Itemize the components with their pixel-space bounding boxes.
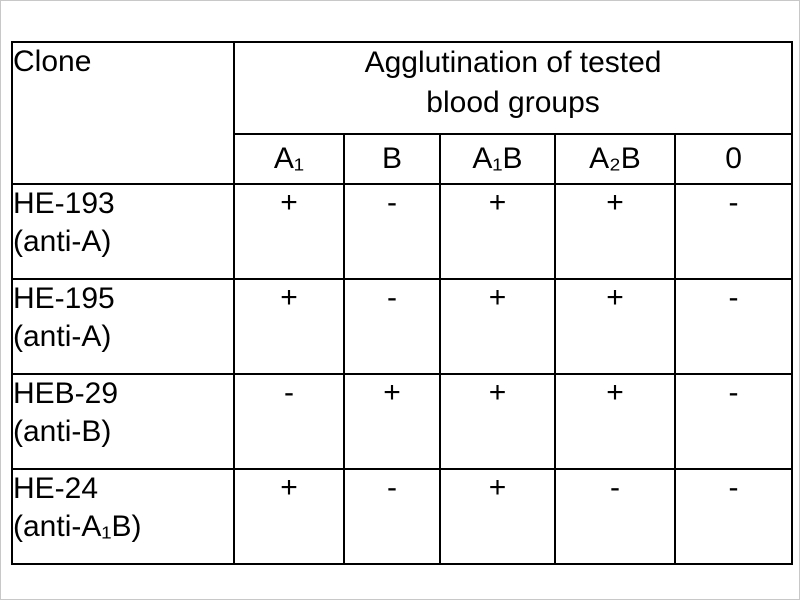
table-row: HEB-29 (anti-B) - + + + - xyxy=(11,373,794,470)
table-row: HE-193 (anti-A) + - + + - xyxy=(11,183,794,280)
agglutination-table: Clone Agglutination of tested blood grou… xyxy=(11,41,794,565)
clone-name: HE-24 xyxy=(13,472,99,505)
clone-cell: HE-24 (anti-A₁B) xyxy=(11,468,235,565)
value-cell: - xyxy=(343,183,441,280)
clone-cell: HE-193 (anti-A) xyxy=(11,183,235,280)
column-header-a1: A₁ xyxy=(233,133,345,185)
group-header-line-1: Agglutination of tested xyxy=(364,46,662,79)
clone-specificity: (anti-A) xyxy=(13,319,112,353)
clone-specificity: (anti-B) xyxy=(13,414,112,448)
value-cell: + xyxy=(439,468,556,565)
value-cell: + xyxy=(439,183,556,280)
clone-name: HEB-29 xyxy=(13,377,119,410)
column-header-a1b: A₁B xyxy=(439,133,556,185)
clone-name: HE-195 xyxy=(13,282,115,315)
value-cell: - xyxy=(673,468,794,565)
value-cell: + xyxy=(233,183,345,280)
clone-specificity: (anti-A₁B) xyxy=(13,509,142,543)
agglutination-group-header: Agglutination of tested blood groups xyxy=(232,41,794,135)
value-cell: - xyxy=(343,278,441,375)
clone-column-header: Clone xyxy=(11,41,235,185)
value-cell: + xyxy=(554,183,676,280)
value-cell: + xyxy=(554,278,676,375)
clone-cell: HEB-29 (anti-B) xyxy=(11,373,235,470)
value-cell: - xyxy=(673,373,794,470)
group-header-line-2: blood groups xyxy=(426,85,600,119)
value-cell: + xyxy=(233,468,345,565)
value-cell: - xyxy=(343,468,441,565)
header-row: Clone Agglutination of tested blood grou… xyxy=(11,41,794,185)
value-cell: + xyxy=(233,278,345,375)
table-row: HE-24 (anti-A₁B) + - + - - xyxy=(11,468,794,565)
value-cell: + xyxy=(439,278,556,375)
value-cell: + xyxy=(343,373,441,470)
column-header-a2b: A₂B xyxy=(554,133,676,185)
value-cell: - xyxy=(673,278,794,375)
column-header-0: 0 xyxy=(673,133,794,185)
clone-cell: HE-195 (anti-A) xyxy=(11,278,235,375)
blood-group-header-row: A₁ B A₁B A₂B 0 xyxy=(12,133,794,185)
value-cell: - xyxy=(673,183,794,280)
value-cell: - xyxy=(233,373,345,470)
table-row: HE-195 (anti-A) + - + + - xyxy=(11,278,794,375)
value-cell: + xyxy=(439,373,556,470)
value-cell: + xyxy=(554,373,676,470)
value-cell: - xyxy=(554,468,676,565)
clone-name: HE-193 xyxy=(13,187,115,220)
column-header-b: B xyxy=(343,133,441,185)
clone-specificity: (anti-A) xyxy=(13,224,112,258)
